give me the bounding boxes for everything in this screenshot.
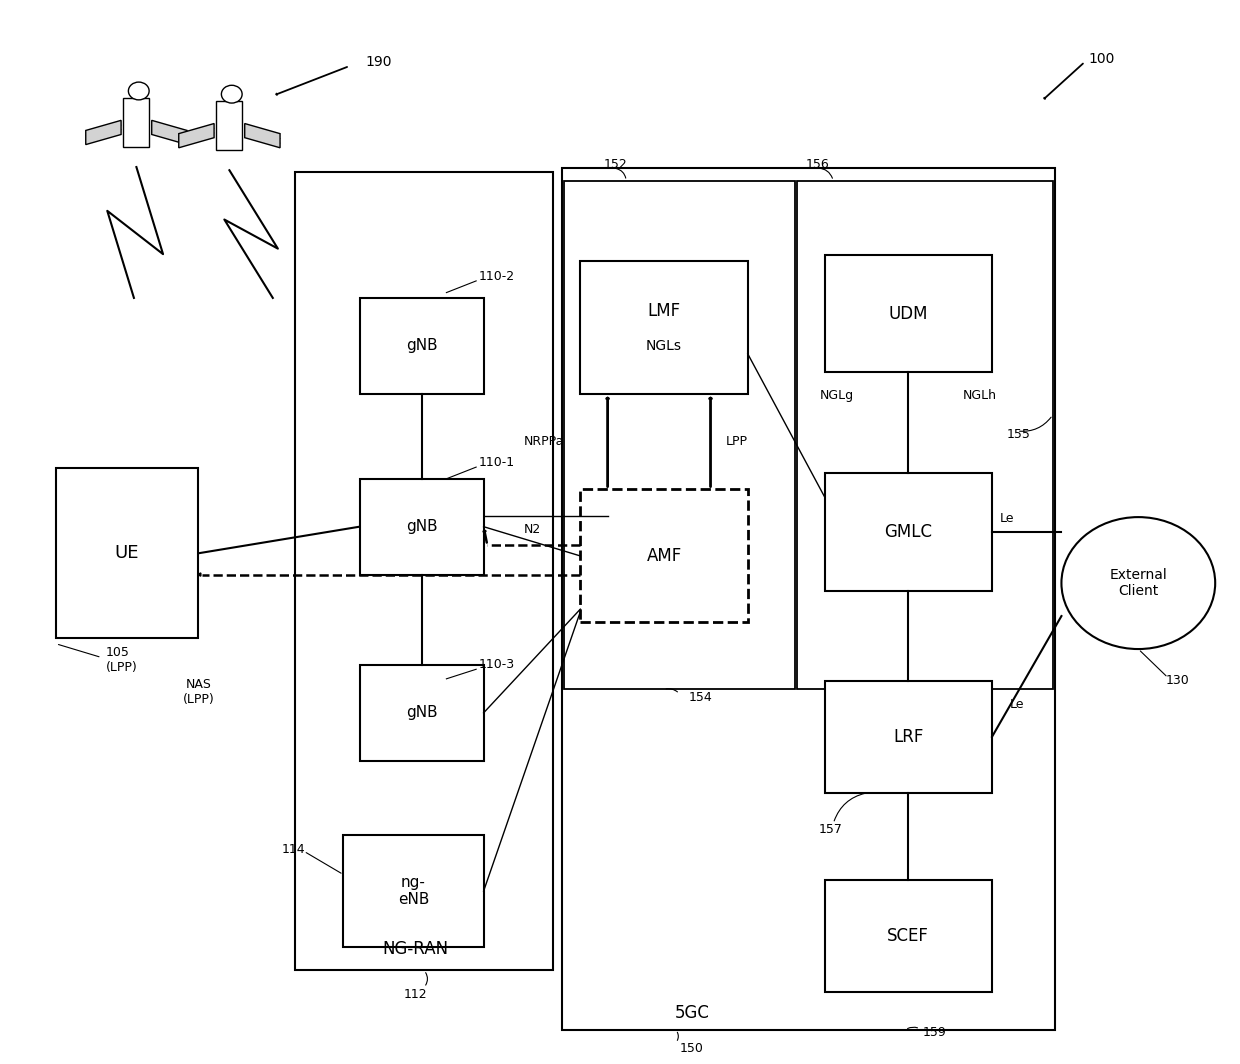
Text: NGLs: NGLs [646, 339, 682, 353]
Polygon shape [86, 120, 122, 145]
Text: UDM: UDM [889, 305, 928, 322]
Text: NG-RAN: NG-RAN [382, 941, 449, 958]
Bar [217, 101, 242, 150]
Bar [56, 468, 198, 638]
Text: 100: 100 [1089, 51, 1115, 66]
Circle shape [129, 82, 149, 100]
Text: 130: 130 [1166, 675, 1189, 687]
Text: 159: 159 [923, 1026, 946, 1038]
Text: LPP: LPP [725, 435, 748, 448]
Bar [825, 255, 992, 372]
Text: External
Client: External Client [1110, 568, 1167, 598]
Text: 156: 156 [806, 159, 830, 171]
Text: NGLh: NGLh [962, 389, 997, 402]
Bar [562, 168, 1055, 1030]
Polygon shape [151, 120, 187, 145]
Text: 190: 190 [366, 54, 392, 69]
Text: 5GC: 5GC [675, 1004, 709, 1021]
Text: NAS: NAS [186, 678, 211, 691]
Text: NRPPa: NRPPa [523, 435, 564, 448]
Bar [825, 681, 992, 793]
Bar [343, 835, 484, 947]
Polygon shape [179, 123, 215, 148]
Text: LRF: LRF [893, 728, 924, 746]
Bar [124, 98, 149, 147]
Text: 150: 150 [680, 1042, 704, 1054]
Bar [564, 181, 795, 689]
Text: 155: 155 [1007, 428, 1030, 440]
Circle shape [222, 85, 242, 103]
Text: 112: 112 [403, 988, 428, 1001]
Text: (LPP): (LPP) [105, 661, 138, 674]
Text: 110-3: 110-3 [479, 659, 515, 671]
Circle shape [1061, 517, 1215, 649]
Text: SCEF: SCEF [888, 927, 929, 945]
Bar [825, 880, 992, 992]
Text: 157: 157 [818, 824, 842, 836]
Bar [360, 665, 484, 761]
Text: GMLC: GMLC [884, 523, 932, 541]
Bar [295, 172, 553, 970]
Text: gNB: gNB [405, 519, 438, 534]
Text: UE: UE [115, 545, 139, 562]
Text: 114: 114 [281, 843, 305, 855]
Text: Le: Le [1009, 698, 1024, 712]
Text: AMF: AMF [646, 547, 682, 565]
Bar [580, 261, 748, 394]
Text: 154: 154 [688, 692, 712, 704]
Text: Le: Le [999, 512, 1014, 525]
Text: 105: 105 [105, 646, 129, 659]
Text: gNB: gNB [405, 705, 438, 720]
Bar [360, 298, 484, 394]
Text: gNB: gNB [405, 338, 438, 353]
Text: LMF: LMF [647, 302, 681, 320]
Text: NGLg: NGLg [820, 389, 854, 402]
Text: 110-1: 110-1 [479, 456, 515, 469]
Bar [580, 489, 748, 622]
Bar [360, 479, 484, 575]
Text: ng-
eNB: ng- eNB [398, 875, 429, 908]
Text: 152: 152 [604, 159, 627, 171]
Polygon shape [244, 123, 280, 148]
Text: N2: N2 [523, 522, 541, 536]
Bar [825, 473, 992, 591]
Text: (LPP): (LPP) [182, 693, 215, 705]
Text: 110-2: 110-2 [479, 270, 515, 283]
Bar [797, 181, 1053, 689]
